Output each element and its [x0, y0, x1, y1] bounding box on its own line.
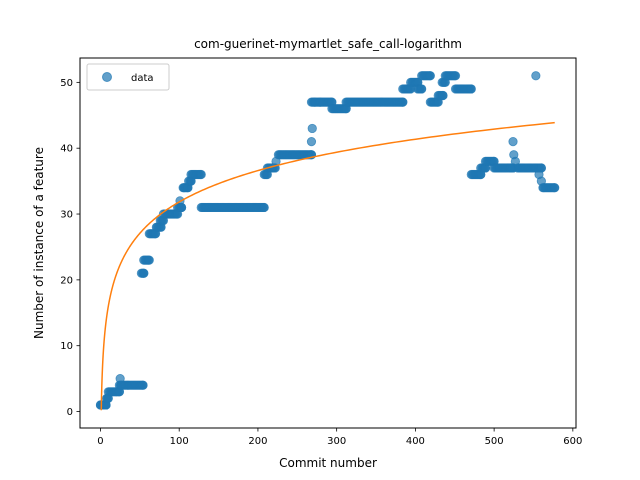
data-point	[259, 202, 269, 213]
data-point	[315, 97, 325, 107]
data-point	[438, 90, 448, 101]
legend-marker-data	[102, 72, 112, 82]
data-point	[116, 380, 126, 390]
y-tick-label: 30	[60, 210, 73, 221]
chart-title: com-guerinet-mymartlet_safe_call-logarit…	[194, 37, 462, 51]
data-point	[425, 71, 435, 81]
data-layer	[95, 71, 560, 410]
legend-box	[86, 63, 170, 91]
y-tick-label: 50	[60, 78, 73, 89]
data-point	[138, 380, 148, 390]
data-point	[550, 183, 560, 193]
x-tick-label: 0	[97, 436, 103, 447]
data-point	[307, 123, 317, 134]
data-point	[196, 169, 206, 180]
data-point	[139, 268, 149, 278]
data-point	[176, 202, 187, 213]
x-tick-label: 600	[563, 436, 582, 447]
fit-line	[100, 121, 555, 411]
data-point	[450, 71, 461, 81]
legend: data	[86, 63, 170, 91]
y-tick-label: 20	[60, 275, 73, 286]
axes-frame	[79, 57, 577, 429]
data-point	[144, 255, 154, 265]
data-point	[158, 209, 169, 219]
y-tick-label: 10	[60, 341, 73, 352]
x-tick-label: 500	[485, 436, 504, 447]
x-tick-label: 300	[327, 436, 346, 447]
data-point	[531, 71, 541, 81]
y-axis-label: Number of instance of a feature	[32, 147, 46, 339]
data-point	[179, 183, 189, 193]
data-point	[506, 163, 516, 173]
x-tick-label: 100	[170, 436, 189, 447]
legend-label-data: data	[131, 73, 154, 84]
x-tick-label: 400	[406, 436, 425, 447]
data-point	[508, 137, 518, 147]
y-tick-label: 40	[60, 144, 73, 155]
fit-layer	[100, 121, 555, 411]
y-axis: 0 10 20 30 40 50	[60, 78, 80, 418]
data-point	[151, 222, 161, 232]
data-point	[102, 393, 112, 403]
x-axis-label: Commit number	[279, 456, 377, 470]
data-point	[306, 137, 317, 147]
data-point	[538, 183, 548, 193]
data-point	[398, 97, 408, 107]
x-tick-label: 200	[248, 436, 267, 447]
data-point	[510, 156, 520, 166]
x-axis: 0 100 200 300 400 500 600	[97, 428, 582, 447]
y-tick-label: 0	[67, 407, 73, 418]
data-point	[466, 84, 476, 94]
data-point	[417, 84, 427, 94]
